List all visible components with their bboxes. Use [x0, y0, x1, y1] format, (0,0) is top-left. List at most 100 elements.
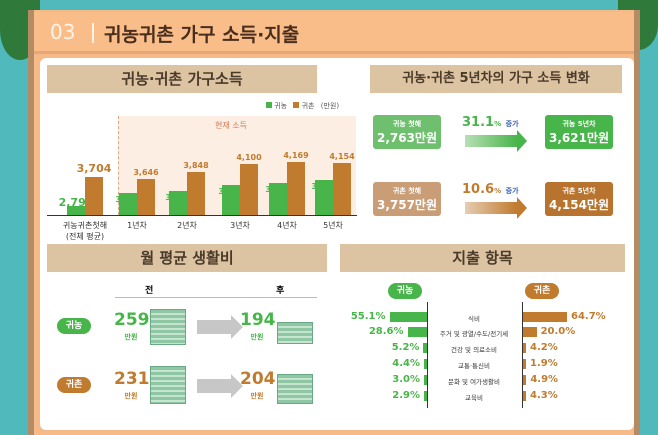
rural-bar [523, 327, 537, 337]
rural-percent: 64.7% [570, 311, 606, 322]
rural-pill: 귀촌 [57, 377, 91, 393]
rural-bar [523, 391, 526, 401]
farm-after-value: 194 만원 [240, 310, 276, 342]
legend-farm: 귀농 [274, 102, 288, 110]
legend: 귀농 귀촌 (만원) [266, 101, 339, 111]
bar-rural [333, 162, 351, 215]
bar-rural [187, 172, 205, 215]
farm-bar [424, 391, 427, 401]
category-label-baseline: 귀농귀촌첫해 (전체 평균) [62, 221, 108, 241]
farm-bar [389, 312, 427, 322]
bar-rural [287, 162, 305, 215]
axis-right [522, 302, 523, 408]
rural-after-value: 204 만원 [240, 369, 276, 401]
category-label: 1년차 [127, 221, 147, 230]
rural-first-year-box: 귀촌 첫해 3,757만원 [373, 182, 441, 216]
unit-label: (만원) [320, 102, 340, 110]
before-label: 전 [145, 286, 154, 296]
rural-pill: 귀촌 [525, 283, 559, 299]
rural-fifth-year-box: 귀촌 5년차 4,154만원 [545, 182, 613, 216]
bar-rural [85, 176, 103, 215]
data-label: 2,796 [58, 195, 94, 209]
living-title: 월 평균 생활비 [47, 244, 327, 272]
data-label: 4,100 [236, 153, 262, 163]
data-label: 3,848 [183, 161, 209, 171]
rural-percent: 1.9% [530, 358, 558, 369]
data-label: 3,206 [115, 194, 141, 204]
data-label: 3,256 [165, 193, 191, 203]
rural-bar [523, 359, 526, 369]
rural-before-value: 231 만원 [114, 369, 150, 401]
data-label: 3,621 [311, 181, 337, 191]
orange-arrowhead-icon [517, 197, 527, 219]
x-axis [47, 215, 357, 216]
bar-farm [315, 179, 333, 215]
farm-percent: 5.2% [391, 342, 420, 353]
category-label: 2년차 [177, 221, 197, 230]
spending-category: 건강 및 의료소비 [451, 346, 497, 354]
divider [92, 23, 94, 43]
change-title: 귀농·귀촌 5년차의 가구 소득 변화 [370, 65, 622, 93]
farm-percent: 55.1% [350, 311, 386, 322]
bar-farm [169, 191, 187, 215]
green-arrow-icon [465, 135, 517, 147]
farm-percent: 3.0% [392, 374, 420, 385]
bar-farm [67, 205, 85, 215]
rural-percent: 4.9% [530, 374, 559, 385]
farm-bar [424, 359, 427, 369]
rural-increase: 10.6% 증가 [462, 182, 519, 197]
data-label: 4,154 [329, 151, 355, 161]
gray-arrow-icon [197, 374, 243, 398]
data-label: 3,704 [76, 161, 112, 175]
category-label: 4년차 [277, 221, 297, 230]
farm-fifth-year-box: 귀농 5년차 3,621만원 [545, 115, 613, 149]
divider [115, 297, 317, 298]
spending-title: 지출 항목 [340, 244, 625, 272]
current-income-label: 현재 소득 [215, 121, 247, 130]
after-label: 후 [276, 286, 285, 296]
data-label: 3,452 [218, 186, 244, 196]
income-title: 귀농·귀촌 가구소득 [47, 65, 317, 93]
farm-percent: 28.6% [368, 326, 404, 337]
legend-swatch-rural [293, 102, 300, 108]
legend-rural: 귀촌 [301, 102, 315, 110]
farm-bar [407, 327, 427, 337]
data-label: 3,646 [133, 167, 159, 177]
bar-farm [222, 184, 240, 215]
bar-farm [269, 182, 287, 215]
money-stack-icon [277, 374, 313, 404]
page-title: 귀농귀촌 가구 소득·지출 [104, 24, 300, 46]
data-label: 4,169 [283, 151, 309, 161]
rural-bar [523, 312, 567, 322]
rural-percent: 4.3% [530, 390, 558, 401]
farm-before-value: 259 만원 [114, 310, 150, 342]
farm-first-year-box: 귀농 첫해 2,763만원 [373, 115, 441, 149]
rural-percent: 20.0% [540, 326, 576, 337]
section-header: 03 귀농귀촌 가구 소득·지출 [34, 12, 634, 54]
spending-category: 식비 [468, 315, 480, 323]
money-stack-icon [150, 366, 186, 404]
farm-percent: 2.9% [392, 390, 420, 401]
bar-rural [137, 178, 155, 215]
green-arrowhead-icon [517, 130, 527, 152]
farm-increase: 31.1% 증가 [462, 115, 519, 130]
rural-bar [523, 343, 526, 353]
category-label: 3년차 [230, 221, 250, 230]
farm-pill: 귀농 [388, 283, 422, 299]
spending-category: 교육비 [465, 394, 483, 402]
money-stack-icon [150, 309, 186, 345]
spending-category: 문화 및 여가생활비 [448, 378, 500, 386]
farm-pill: 귀농 [57, 318, 91, 334]
farm-bar [423, 343, 427, 353]
rural-percent: 4.2% [530, 342, 558, 353]
bar-rural [240, 164, 258, 215]
bar-farm [119, 192, 137, 215]
farm-bar [424, 375, 427, 385]
spending-category: 교통·통신비 [458, 362, 490, 370]
category-label: 5년차 [323, 221, 343, 230]
orange-arrow-icon [465, 202, 517, 214]
axis-left [427, 302, 428, 408]
data-label: 3,519 [265, 184, 291, 194]
farm-percent: 4.4% [392, 358, 420, 369]
legend-swatch-farm [266, 102, 272, 108]
